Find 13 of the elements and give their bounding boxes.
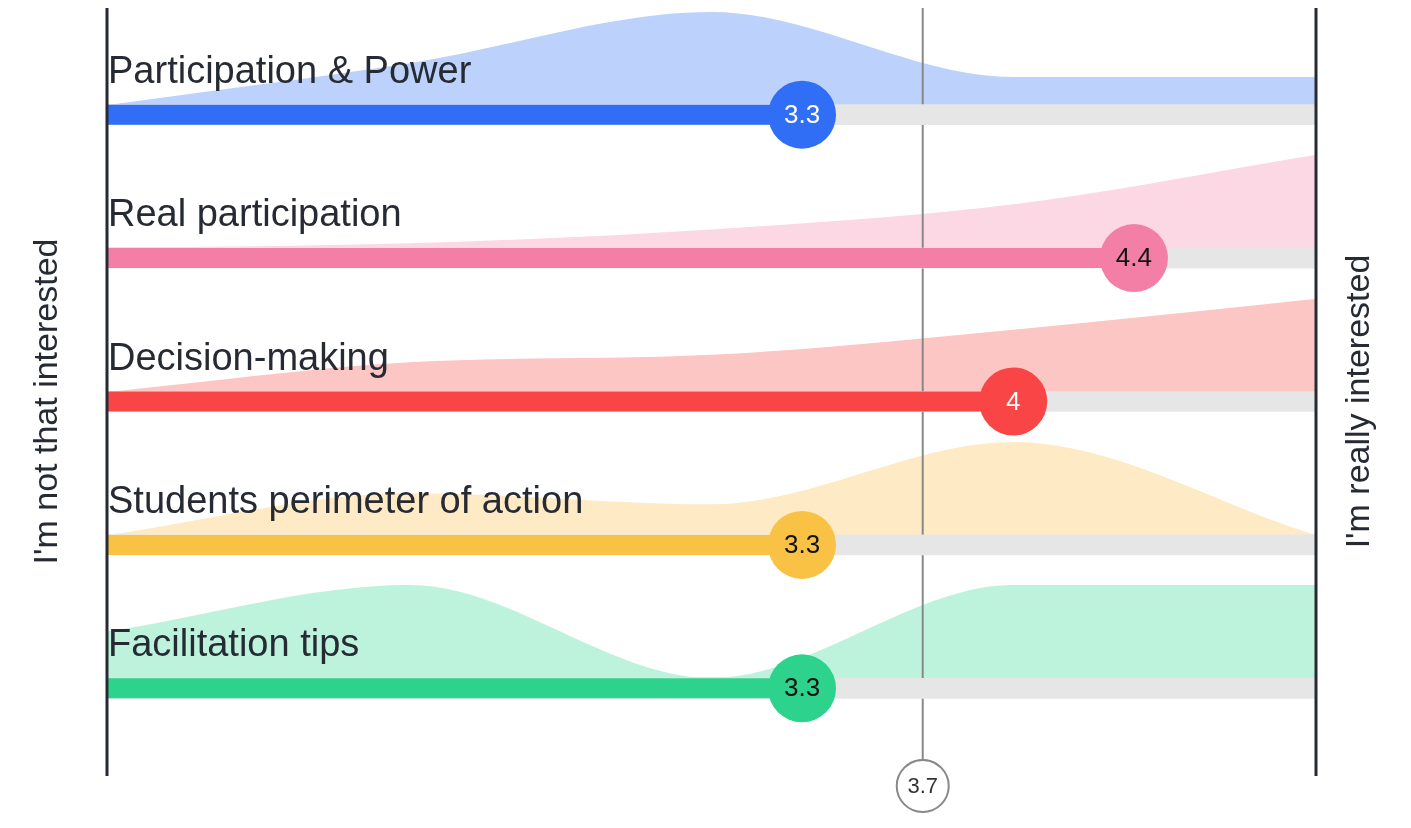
y2-axis-title: I'm really interested [1338,254,1377,549]
data-label: 3.3 [783,529,821,560]
y-tick-label: Decision-making [108,335,389,378]
y-tick-label: Real participation [108,192,402,235]
data-label: 3.3 [783,672,821,703]
y-axis-title: I'm not that interested [26,238,65,565]
y-tick-label: Facilitation tips [108,622,360,665]
y-tick-label: Students perimeter of action [108,478,584,521]
ref-line-label: 3.7 [907,773,939,799]
data-label: 3.3 [783,98,821,129]
y-tick-label: Participation & Power [108,48,472,91]
data-label: 4.4 [1115,242,1153,273]
data-label: 4 [1006,385,1021,416]
